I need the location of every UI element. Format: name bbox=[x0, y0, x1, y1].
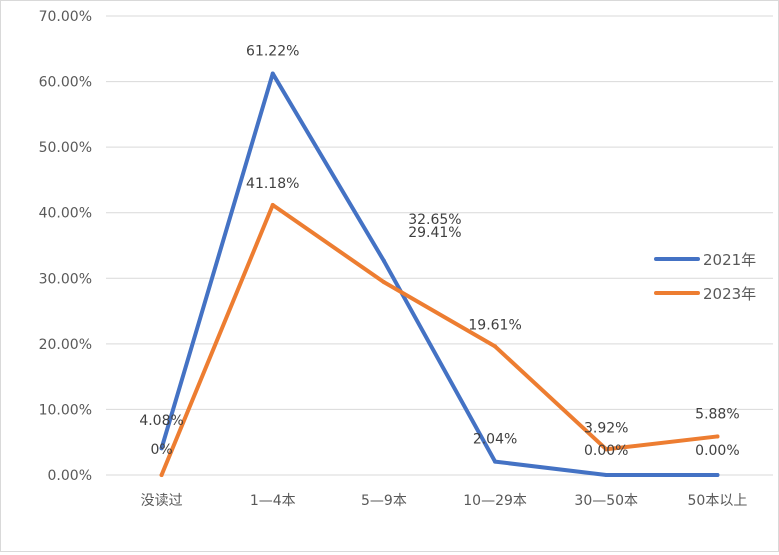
data-point bbox=[381, 280, 386, 285]
legend: 2021年 2023年 bbox=[654, 251, 756, 303]
data-point bbox=[270, 202, 275, 207]
series-line-2 bbox=[159, 202, 720, 477]
data-point bbox=[493, 344, 498, 349]
data-label: 2.04% bbox=[473, 432, 517, 448]
y-axis-ticks: 0.00% 10.00% 20.00% 30.00% 40.00% 50.00% 60.00… bbox=[39, 9, 92, 484]
y-tick-label: 0.00% bbox=[48, 468, 92, 484]
annotation-label: 0.00% bbox=[695, 443, 739, 459]
data-point bbox=[493, 459, 498, 464]
x-tick-label: 没读过 bbox=[141, 492, 183, 509]
annotation-label: 0.00% bbox=[584, 443, 628, 459]
series-line-1 bbox=[159, 71, 720, 477]
data-label: 29.41% bbox=[408, 225, 461, 241]
data-label: 5.88% bbox=[695, 406, 739, 422]
data-label: 19.61% bbox=[468, 317, 521, 333]
data-point bbox=[715, 434, 720, 439]
data-labels: 4.08% 61.22% 32.65% 2.04% 0% 41.18% 29.41% 19.6… bbox=[139, 44, 739, 459]
data-label: 32.65% bbox=[408, 212, 461, 228]
x-tick-label: 30—50本 bbox=[574, 493, 638, 509]
data-point bbox=[270, 71, 275, 76]
x-tick-label: 1—4本 bbox=[250, 493, 296, 509]
y-tick-label: 60.00% bbox=[39, 75, 92, 91]
gridlines bbox=[106, 15, 773, 476]
data-point bbox=[715, 473, 720, 477]
data-point bbox=[159, 446, 164, 451]
data-point bbox=[604, 473, 609, 477]
data-label: 4.08% bbox=[139, 413, 183, 429]
x-axis-ticks: 没读过 1—4本 5—9本 10—29本 30—50本 50本以上 bbox=[141, 492, 748, 509]
y-tick-label: 70.00% bbox=[39, 9, 92, 25]
x-tick-label: 10—29本 bbox=[463, 493, 527, 509]
data-label: 0% bbox=[150, 442, 172, 458]
data-point bbox=[159, 473, 164, 477]
data-label: 61.22% bbox=[246, 44, 299, 60]
y-tick-label: 30.00% bbox=[39, 271, 92, 287]
data-label: 41.18% bbox=[246, 176, 299, 192]
data-point bbox=[381, 258, 386, 263]
legend-label-1: 2021年 bbox=[703, 251, 756, 269]
legend-label-2: 2023年 bbox=[703, 285, 756, 303]
y-tick-label: 50.00% bbox=[39, 140, 92, 156]
data-point bbox=[604, 447, 609, 452]
y-tick-label: 40.00% bbox=[39, 206, 92, 222]
x-tick-label: 5—9本 bbox=[361, 493, 407, 509]
y-tick-label: 20.00% bbox=[39, 337, 92, 353]
x-tick-label: 50本以上 bbox=[688, 493, 748, 509]
y-tick-label: 10.00% bbox=[39, 402, 92, 418]
series-lines bbox=[159, 71, 720, 477]
data-label: 3.92% bbox=[584, 420, 628, 436]
